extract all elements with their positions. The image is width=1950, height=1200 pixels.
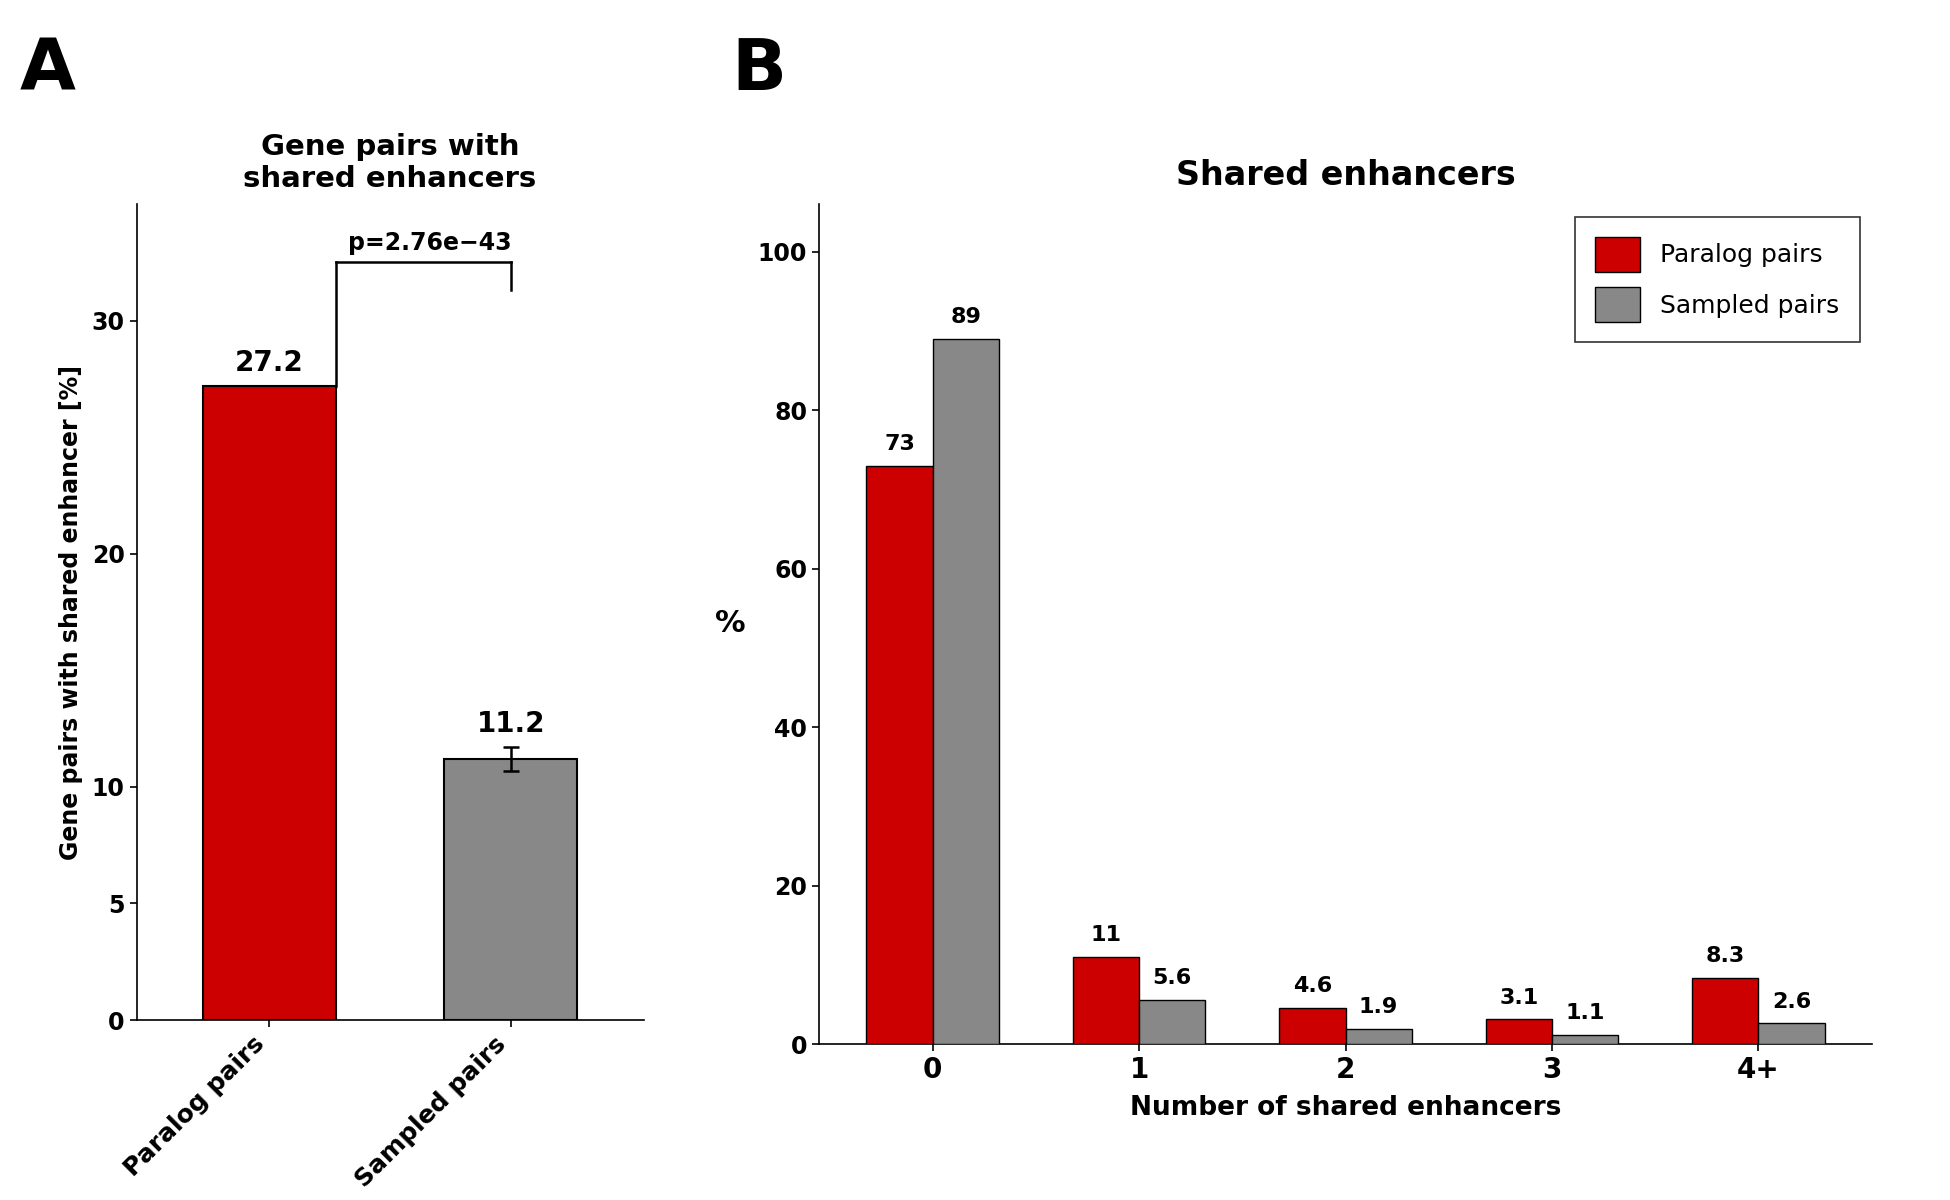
Text: 1.9: 1.9: [1359, 997, 1398, 1018]
Bar: [1693, 978, 1759, 1044]
Text: 3.1: 3.1: [1500, 988, 1539, 1008]
Title: Gene pairs with
shared enhancers: Gene pairs with shared enhancers: [244, 133, 536, 193]
Bar: [866, 466, 932, 1044]
Text: 11.2: 11.2: [476, 710, 544, 738]
Y-axis label: Gene pairs with shared enhancer [%]: Gene pairs with shared enhancer [%]: [58, 365, 84, 859]
Text: 11: 11: [1090, 925, 1121, 944]
Title: Shared enhancers: Shared enhancers: [1176, 158, 1515, 192]
Text: 4.6: 4.6: [1293, 976, 1332, 996]
Text: 27.2: 27.2: [234, 348, 304, 377]
Bar: [1346, 1028, 1412, 1044]
Y-axis label: %: %: [716, 610, 745, 638]
Text: B: B: [731, 36, 786, 104]
Bar: [1552, 1036, 1618, 1044]
Bar: [1279, 1008, 1346, 1044]
Bar: [1072, 956, 1139, 1044]
Bar: [445, 758, 577, 1020]
Text: A: A: [20, 36, 76, 104]
Text: p=2.76e−43: p=2.76e−43: [347, 232, 511, 256]
Text: 2.6: 2.6: [1773, 991, 1812, 1012]
Text: 8.3: 8.3: [1706, 947, 1745, 966]
Bar: [203, 386, 335, 1020]
Bar: [1759, 1024, 1825, 1044]
Bar: [1486, 1020, 1552, 1044]
Text: 89: 89: [950, 307, 981, 326]
Text: 73: 73: [883, 433, 915, 454]
Text: 5.6: 5.6: [1152, 967, 1191, 988]
Legend: Paralog pairs, Sampled pairs: Paralog pairs, Sampled pairs: [1576, 216, 1860, 342]
X-axis label: Number of shared enhancers: Number of shared enhancers: [1129, 1094, 1562, 1121]
Bar: [932, 338, 998, 1044]
Bar: [1139, 1000, 1205, 1044]
Text: 1.1: 1.1: [1566, 1003, 1605, 1024]
